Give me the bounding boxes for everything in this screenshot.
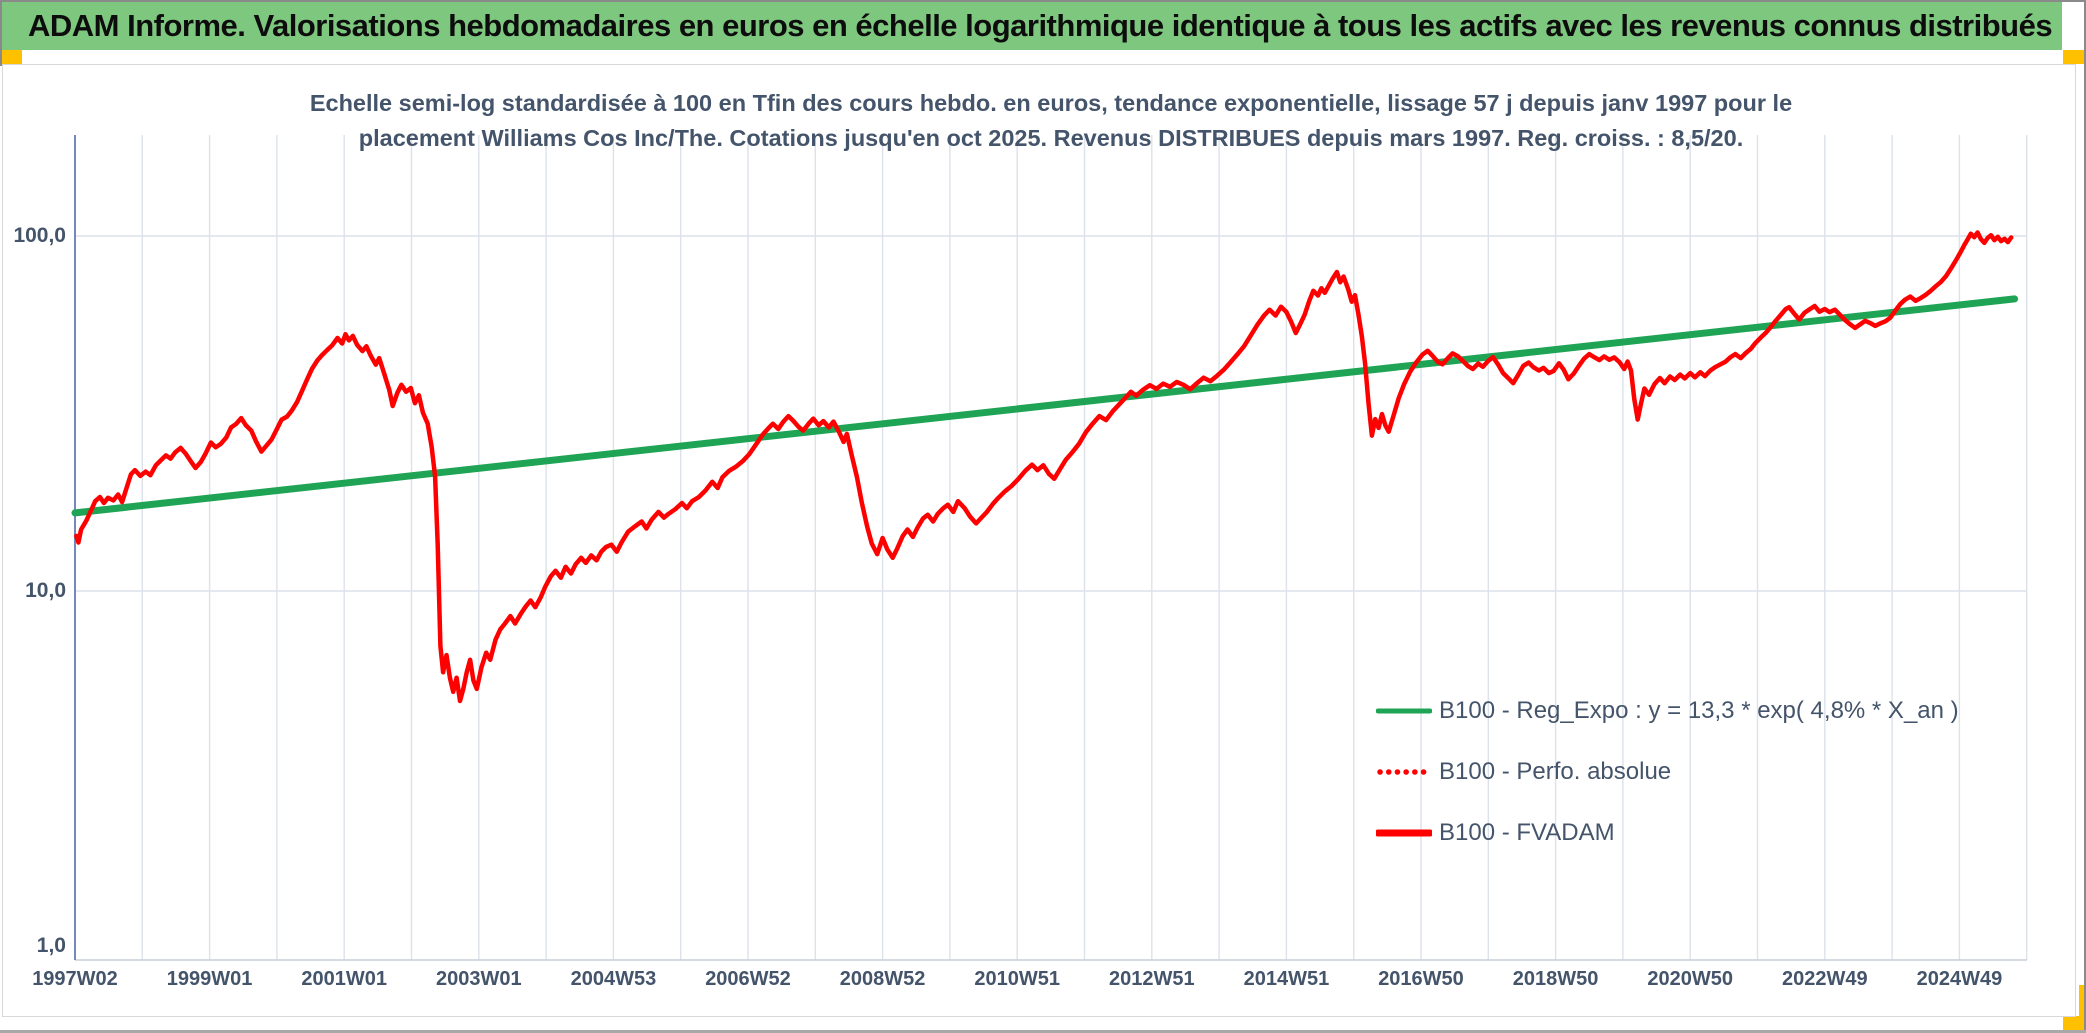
yellow-cell-top-left xyxy=(2,50,22,64)
sheet-title: ADAM Informe. Valorisations hebdomadaire… xyxy=(28,8,2053,43)
bottom-gray-strip xyxy=(0,1030,2086,1033)
chart-area[interactable] xyxy=(2,64,2076,1017)
legend-item-perfo-absolue[interactable]: B100 - Perfo. absolue xyxy=(1376,741,1959,802)
window-top-border xyxy=(0,0,2086,2)
green-solid-line-icon xyxy=(1376,708,1432,713)
legend[interactable]: B100 - Reg_Expo : y = 13,3 * exp( 4,8% *… xyxy=(1376,680,1959,863)
legend-label: B100 - FVADAM xyxy=(1439,818,1615,846)
legend-label: B100 - Perfo. absolue xyxy=(1439,757,1672,785)
sheet-title-bar: ADAM Informe. Valorisations hebdomadaire… xyxy=(2,2,2062,50)
red-dotted-line-icon xyxy=(1377,768,1432,775)
legend-label: B100 - Reg_Expo : y = 13,3 * exp( 4,8% *… xyxy=(1439,696,1959,724)
yellow-cell-bottom-right xyxy=(2063,1016,2084,1030)
legend-item-reg-expo[interactable]: B100 - Reg_Expo : y = 13,3 * exp( 4,8% *… xyxy=(1376,680,1959,741)
yellow-cell-top-right xyxy=(2063,50,2084,64)
red-solid-line-icon xyxy=(1376,829,1432,836)
window-right-border xyxy=(2084,0,2086,1033)
legend-item-fvadam[interactable]: B100 - FVADAM xyxy=(1376,802,1959,863)
window-left-border xyxy=(0,0,2,66)
yellow-cell-right-strip xyxy=(2079,985,2084,1030)
